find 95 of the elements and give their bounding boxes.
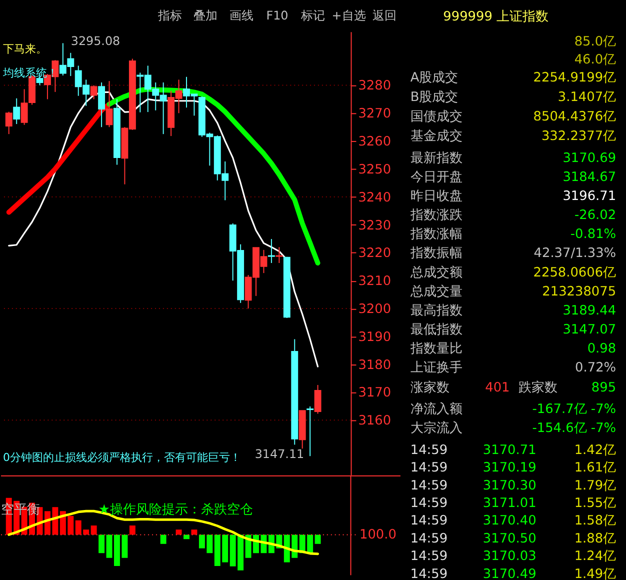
text: 叠加 — [194, 8, 218, 23]
candlestick — [98, 82, 106, 128]
category-label: 最新指数 — [410, 150, 462, 166]
category-label: 涨家数 — [410, 379, 450, 396]
category-label: A股成交 — [410, 69, 458, 86]
text: 3170.69 — [562, 150, 616, 166]
y-tick-label: 3210 — [358, 274, 392, 290]
category-label: 指数涨跌 — [409, 208, 462, 224]
text: 14:59 3170.03 1.24亿 — [410, 549, 616, 564]
bar — [90, 526, 97, 535]
text: 14:59 3170.71 1.42亿 — [410, 442, 616, 458]
text: 2254.9199亿 — [533, 70, 616, 86]
bar — [184, 534, 190, 540]
text: 0.98 — [587, 342, 616, 357]
text: -154.6亿 -7% — [532, 421, 616, 436]
text: 332.2377亿 — [541, 129, 616, 144]
annotation: 0分钟图的止损线必须严格执行，否有可能巨亏！ — [2, 450, 241, 464]
bar — [191, 530, 198, 535]
category-label: 最高指数 — [410, 302, 462, 318]
text: 213238075 — [542, 284, 616, 300]
annotation: 3147.11 — [254, 447, 304, 462]
candlestick — [90, 84, 98, 100]
bar — [98, 534, 105, 554]
text: +自选 — [332, 8, 366, 23]
text: -0.81% — [570, 227, 616, 242]
text: 2258.0606亿 — [533, 265, 616, 280]
category-label: 跌家数 — [518, 379, 558, 396]
text: 42.37/1.33% — [534, 246, 616, 262]
y-tick-label: 3250 — [358, 162, 392, 178]
text: -167.7亿 -7% — [532, 402, 616, 418]
text: 0.72% — [575, 360, 616, 376]
category-label: 昨日收盘 — [410, 188, 462, 204]
text: 895 — [591, 380, 616, 396]
text: 指标 — [156, 8, 182, 23]
candlestick — [13, 98, 20, 125]
text: 46.0亿 — [574, 52, 616, 68]
category-label: 指数振幅 — [409, 246, 462, 262]
category-label: 大宗流入 — [410, 420, 462, 436]
text: 401 — [485, 380, 510, 396]
text: 3196.71 — [562, 188, 616, 204]
text: 3.1407亿 — [558, 90, 616, 105]
y-tick-label: 3230 — [358, 218, 392, 234]
category-label: 总成交量 — [409, 283, 462, 300]
text: 14:59 3170.19 1.61亿 — [410, 460, 616, 476]
category-label: 最低指数 — [410, 322, 462, 338]
bar — [106, 534, 112, 558]
text: 3184.67 — [562, 170, 616, 185]
category-label: 净流入额 — [410, 401, 462, 418]
y-tick-label: 3180 — [358, 358, 392, 373]
text: 画线 — [229, 8, 254, 23]
y-tick-label: 3190 — [358, 330, 392, 345]
text: 100.0 — [360, 528, 396, 543]
bar — [129, 526, 136, 535]
category-label: 总成交额 — [409, 264, 462, 280]
y-tick-label: 3160 — [358, 414, 392, 429]
text: 85.0亿 — [574, 34, 616, 50]
text: 14:59 3170.50 1.88亿 — [410, 531, 616, 546]
category-label: 国债成交 — [410, 108, 462, 124]
candlestick — [306, 406, 314, 457]
y-tick-label: 3220 — [358, 246, 392, 262]
y-tick-label: 3260 — [358, 134, 392, 150]
text: 14:59 3170.49 1.49亿 — [410, 566, 616, 580]
candlestick — [106, 80, 113, 128]
text: F10 — [266, 8, 288, 23]
annotation: 3295.08 — [70, 34, 120, 48]
candlestick — [276, 246, 283, 264]
text: 3147.07 — [562, 322, 616, 338]
category-label: 上证换手 — [410, 360, 462, 376]
text: 3189.44 — [562, 303, 616, 318]
text: 14:59 3171.01 1.55亿 — [410, 496, 616, 512]
candlestick — [5, 111, 12, 135]
y-tick-label: 3280 — [358, 78, 392, 94]
category-label: 基金成交 — [410, 128, 462, 144]
text: 14:59 3170.30 1.79亿 — [410, 478, 616, 494]
y-tick-label: 3200 — [358, 302, 392, 317]
annotation: 均线系统！ — [2, 66, 58, 80]
text: 14:59 3170.40 1.58亿 — [410, 514, 616, 529]
bar — [314, 534, 321, 544]
candlestick — [268, 238, 275, 264]
text: 999999 上证指数 — [443, 10, 549, 25]
bar — [176, 530, 182, 535]
category-label: 指数量比 — [409, 342, 462, 357]
category-label: B股成交 — [410, 88, 458, 105]
text: -26.02 — [574, 208, 616, 224]
bar — [160, 534, 166, 544]
category-label: 指数涨幅 — [409, 227, 462, 242]
text: 8504.4376亿 — [533, 109, 616, 124]
y-tick-label: 3270 — [358, 106, 392, 122]
y-tick-label: 3170 — [358, 386, 392, 401]
text: 返回 — [372, 8, 397, 23]
y-tick-label: 3240 — [358, 190, 392, 206]
annotation: 下马来。 — [2, 42, 47, 56]
category-label: 今日开盘 — [410, 170, 462, 185]
candlestick — [314, 384, 322, 414]
text: 标记 — [300, 8, 325, 23]
